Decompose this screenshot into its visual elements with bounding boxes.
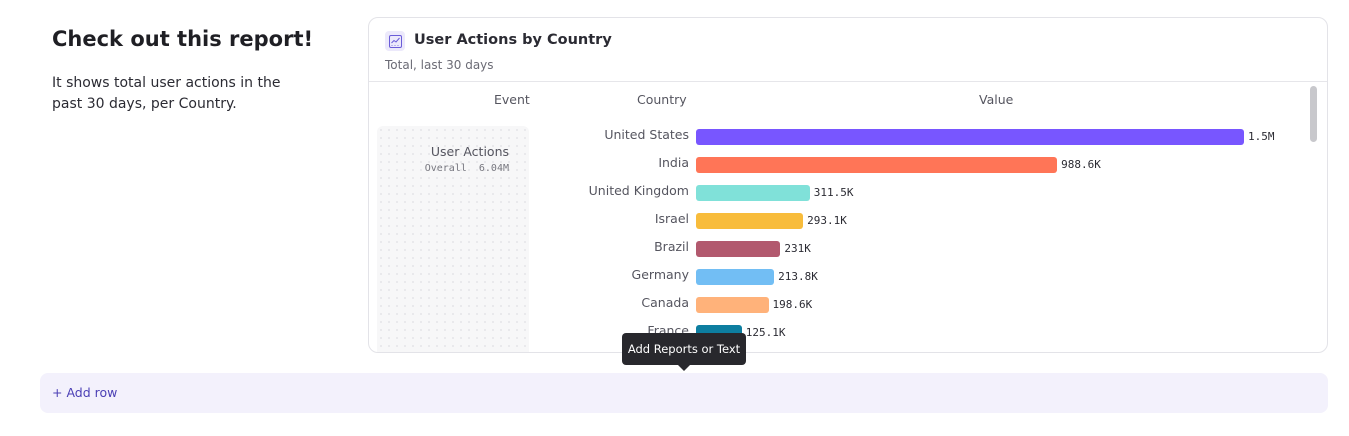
country-label: Canada	[641, 295, 689, 310]
bar[interactable]	[696, 129, 1244, 145]
value-label: 231K	[784, 242, 811, 255]
column-header-value: Value	[979, 92, 1014, 107]
country-label: Israel	[654, 211, 689, 226]
table-row[interactable]: France 125.1K	[369, 323, 1327, 341]
table-row[interactable]: Israel 293.1K	[369, 211, 1327, 229]
table-row[interactable]: United States 1.5M	[369, 127, 1327, 145]
line-chart-icon	[385, 31, 405, 51]
overall-value: 6.04M	[478, 163, 509, 174]
table-row[interactable]: Canada 198.6K	[369, 295, 1327, 313]
add-row-label: + Add row	[52, 385, 118, 400]
intro-title: Check out this report!	[52, 27, 314, 51]
country-label: Brazil	[654, 239, 689, 254]
overall-label: Overall	[424, 163, 467, 174]
country-label: United Kingdom	[588, 183, 689, 198]
bar[interactable]	[696, 185, 810, 201]
event-name: User Actions	[430, 144, 509, 159]
report-card[interactable]: User Actions by Country Total, last 30 d…	[368, 17, 1328, 353]
value-label: 988.6K	[1061, 158, 1101, 171]
country-label: India	[658, 155, 689, 170]
add-reports-tooltip: Add Reports or Text	[622, 333, 746, 371]
event-overall: Overall 6.04M	[425, 163, 509, 174]
event-cell: User Actions Overall 6.04M	[377, 126, 529, 352]
value-label: 213.8K	[778, 270, 818, 283]
report-title[interactable]: User Actions by Country	[414, 32, 612, 48]
table-row[interactable]: Germany 213.8K	[369, 267, 1327, 285]
country-label: Germany	[631, 267, 689, 282]
report-subtitle: Total, last 30 days	[385, 58, 494, 72]
value-label: 293.1K	[807, 214, 847, 227]
add-row-button[interactable]: + Add row	[40, 373, 1328, 413]
bar[interactable]	[696, 157, 1058, 173]
bar[interactable]	[696, 213, 804, 229]
table-row[interactable]: United Kingdom 311.5K	[369, 183, 1327, 201]
value-label: 1.5M	[1248, 130, 1275, 143]
table-row[interactable]: India 988.6K	[369, 155, 1327, 173]
value-label: 198.6K	[772, 298, 813, 311]
intro-text: It shows total user actions in the past …	[52, 75, 281, 112]
scrollbar-thumb[interactable]	[1310, 86, 1317, 142]
value-label: 125.1K	[745, 326, 786, 339]
value-label: 311.5K	[813, 186, 854, 199]
bar[interactable]	[696, 269, 775, 285]
bar[interactable]	[696, 241, 781, 257]
column-header-event: Event	[494, 92, 530, 107]
table-row[interactable]: Brazil 231K	[369, 239, 1327, 257]
column-header-country: Country	[637, 92, 687, 107]
scrollbar[interactable]	[1309, 84, 1319, 352]
country-label: United States	[604, 127, 689, 142]
report-header: User Actions by Country Total, last 30 d…	[369, 18, 1327, 82]
bar[interactable]	[696, 297, 769, 313]
